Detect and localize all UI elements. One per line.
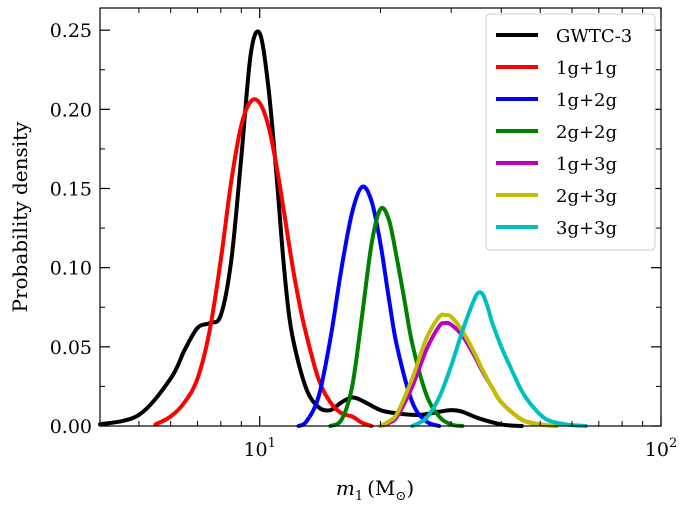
y-tick-label: 0.15 [50,179,92,201]
series-line-2g-3g [378,312,559,428]
legend-label-gwtc-3: GWTC-3 [556,26,632,47]
series-layer [98,29,588,428]
series-line-1g-2g [296,184,442,428]
legend-label-1g-3g: 1g+3g [556,154,617,175]
x-axis-label-sub: 1 [355,489,363,504]
y-tick-label: 0.05 [50,337,92,359]
legend-box [485,13,656,251]
x-axis-label-close: ) [406,476,414,500]
legend-label-1g-2g: 1g+2g [556,90,617,111]
x-tick-label: 102 [645,436,677,461]
y-tick-label: 0.10 [50,258,92,280]
series-line-1g-1g [153,97,374,428]
legend-label-2g-2g: 2g+2g [556,122,617,143]
legend-label-2g-3g: 2g+3g [556,186,617,207]
legend: GWTC-3 1g+1g 1g+2g 2g+2g 1g+3g 2g+3g 3g+3g [485,13,656,251]
x-axis-label-var: m [336,476,355,500]
y-tick-label: 0.20 [50,99,92,121]
plot-frame [99,7,662,427]
x-axis-label: m1 (M⊙) [336,476,414,504]
x-tick-label: 101 [243,436,275,461]
series-line-2g-2g [328,205,465,428]
y-tick-label: 0.25 [50,20,92,42]
legend-label-1g-1g: 1g+1g [556,58,617,79]
legend-label-3g-3g: 3g+3g [556,218,617,239]
y-axis-label: Probability density [8,121,32,313]
x-axis-label-unit-sub: ⊙ [395,489,406,504]
series-line-3g-3g [410,290,588,428]
y-tick-label: 0.00 [50,416,92,438]
x-axis-label-unit: (M [367,476,395,500]
